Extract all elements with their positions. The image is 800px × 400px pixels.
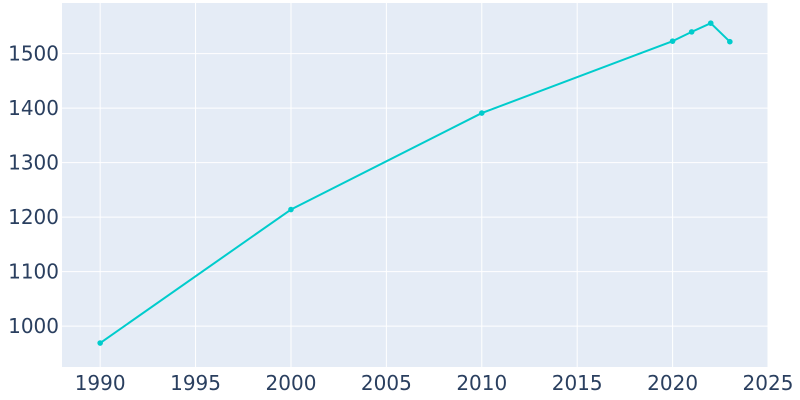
x-tick-label: 2005 xyxy=(361,371,412,395)
data-point xyxy=(707,20,714,26)
data-point xyxy=(478,110,485,116)
x-tick-label: 2015 xyxy=(552,371,603,395)
data-point xyxy=(727,38,733,45)
x-tick-label: 2020 xyxy=(647,371,698,395)
grid-lines xyxy=(62,3,769,367)
data-point xyxy=(97,340,103,346)
series-layer xyxy=(97,20,733,346)
y-tick-label: 1000 xyxy=(8,314,59,338)
axis-tick-labels: 1990 1995 2000 2005 2010 2015 2020 2025 1000 1100… xyxy=(8,42,793,395)
plot-background xyxy=(62,3,768,367)
data-point xyxy=(669,38,676,44)
y-tick-label: 1400 xyxy=(8,96,59,120)
x-tick-label: 1995 xyxy=(170,371,221,395)
y-tick-label: 1100 xyxy=(8,260,59,284)
x-tick-label: 2025 xyxy=(743,371,794,395)
y-tick-label: 1300 xyxy=(8,151,59,175)
data-point xyxy=(288,206,294,213)
x-tick-label: 1990 xyxy=(75,371,126,395)
x-tick-label: 2010 xyxy=(456,371,507,395)
y-tick-label: 1500 xyxy=(8,42,59,66)
x-tick-label: 2000 xyxy=(266,371,317,395)
y-tick-label: 1200 xyxy=(8,205,59,229)
data-point xyxy=(688,29,695,35)
